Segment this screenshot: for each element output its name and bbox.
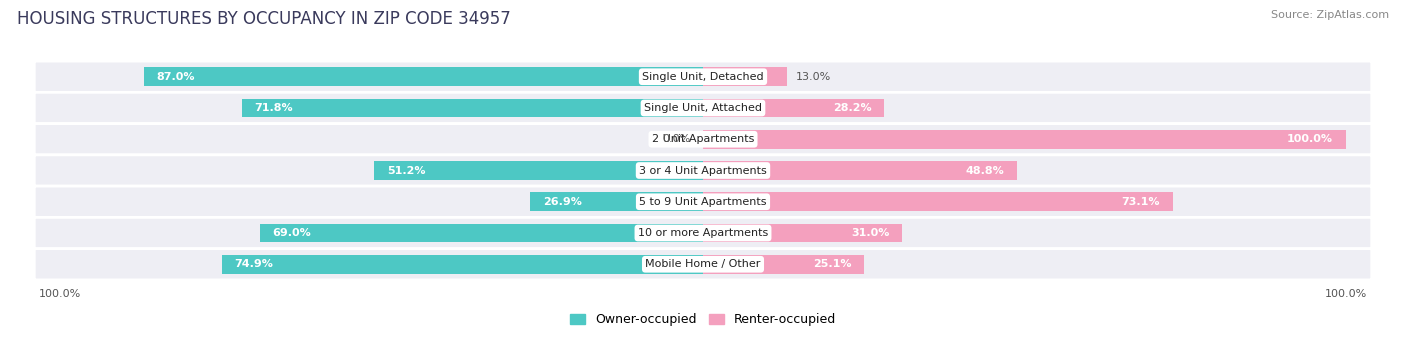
Text: Mobile Home / Other: Mobile Home / Other — [645, 259, 761, 269]
FancyBboxPatch shape — [34, 92, 1372, 124]
Bar — [703, 68, 786, 86]
Text: 31.0%: 31.0% — [851, 228, 890, 238]
Bar — [703, 255, 865, 273]
Text: 48.8%: 48.8% — [965, 165, 1004, 176]
Text: Single Unit, Detached: Single Unit, Detached — [643, 72, 763, 82]
FancyBboxPatch shape — [34, 218, 1372, 249]
Text: 26.9%: 26.9% — [543, 197, 582, 207]
Text: Single Unit, Attached: Single Unit, Attached — [644, 103, 762, 113]
Text: 3 or 4 Unit Apartments: 3 or 4 Unit Apartments — [640, 165, 766, 176]
Text: 0.0%: 0.0% — [662, 134, 690, 144]
FancyBboxPatch shape — [34, 155, 1372, 186]
Bar — [260, 224, 703, 242]
Text: 87.0%: 87.0% — [156, 72, 195, 82]
Bar — [703, 161, 1017, 180]
Bar — [703, 130, 1346, 149]
Text: 25.1%: 25.1% — [813, 259, 852, 269]
FancyBboxPatch shape — [34, 124, 1372, 155]
Text: Source: ZipAtlas.com: Source: ZipAtlas.com — [1271, 10, 1389, 20]
Text: 28.2%: 28.2% — [832, 103, 872, 113]
FancyBboxPatch shape — [34, 249, 1372, 280]
Text: 13.0%: 13.0% — [796, 72, 831, 82]
Text: 5 to 9 Unit Apartments: 5 to 9 Unit Apartments — [640, 197, 766, 207]
Text: 71.8%: 71.8% — [254, 103, 292, 113]
FancyBboxPatch shape — [34, 61, 1372, 92]
Bar — [143, 68, 703, 86]
Text: 2 Unit Apartments: 2 Unit Apartments — [652, 134, 754, 144]
Bar — [242, 99, 703, 117]
Text: 73.1%: 73.1% — [1122, 197, 1160, 207]
Bar — [703, 99, 884, 117]
Text: 10 or more Apartments: 10 or more Apartments — [638, 228, 768, 238]
Bar — [222, 255, 703, 273]
FancyBboxPatch shape — [34, 186, 1372, 218]
Bar — [530, 192, 703, 211]
Text: 74.9%: 74.9% — [235, 259, 273, 269]
Legend: Owner-occupied, Renter-occupied: Owner-occupied, Renter-occupied — [569, 313, 837, 326]
Bar — [374, 161, 703, 180]
Text: 51.2%: 51.2% — [387, 165, 425, 176]
Text: 100.0%: 100.0% — [1286, 134, 1333, 144]
Bar — [703, 192, 1173, 211]
Text: 69.0%: 69.0% — [273, 228, 311, 238]
Bar — [703, 224, 903, 242]
Text: HOUSING STRUCTURES BY OCCUPANCY IN ZIP CODE 34957: HOUSING STRUCTURES BY OCCUPANCY IN ZIP C… — [17, 10, 510, 28]
